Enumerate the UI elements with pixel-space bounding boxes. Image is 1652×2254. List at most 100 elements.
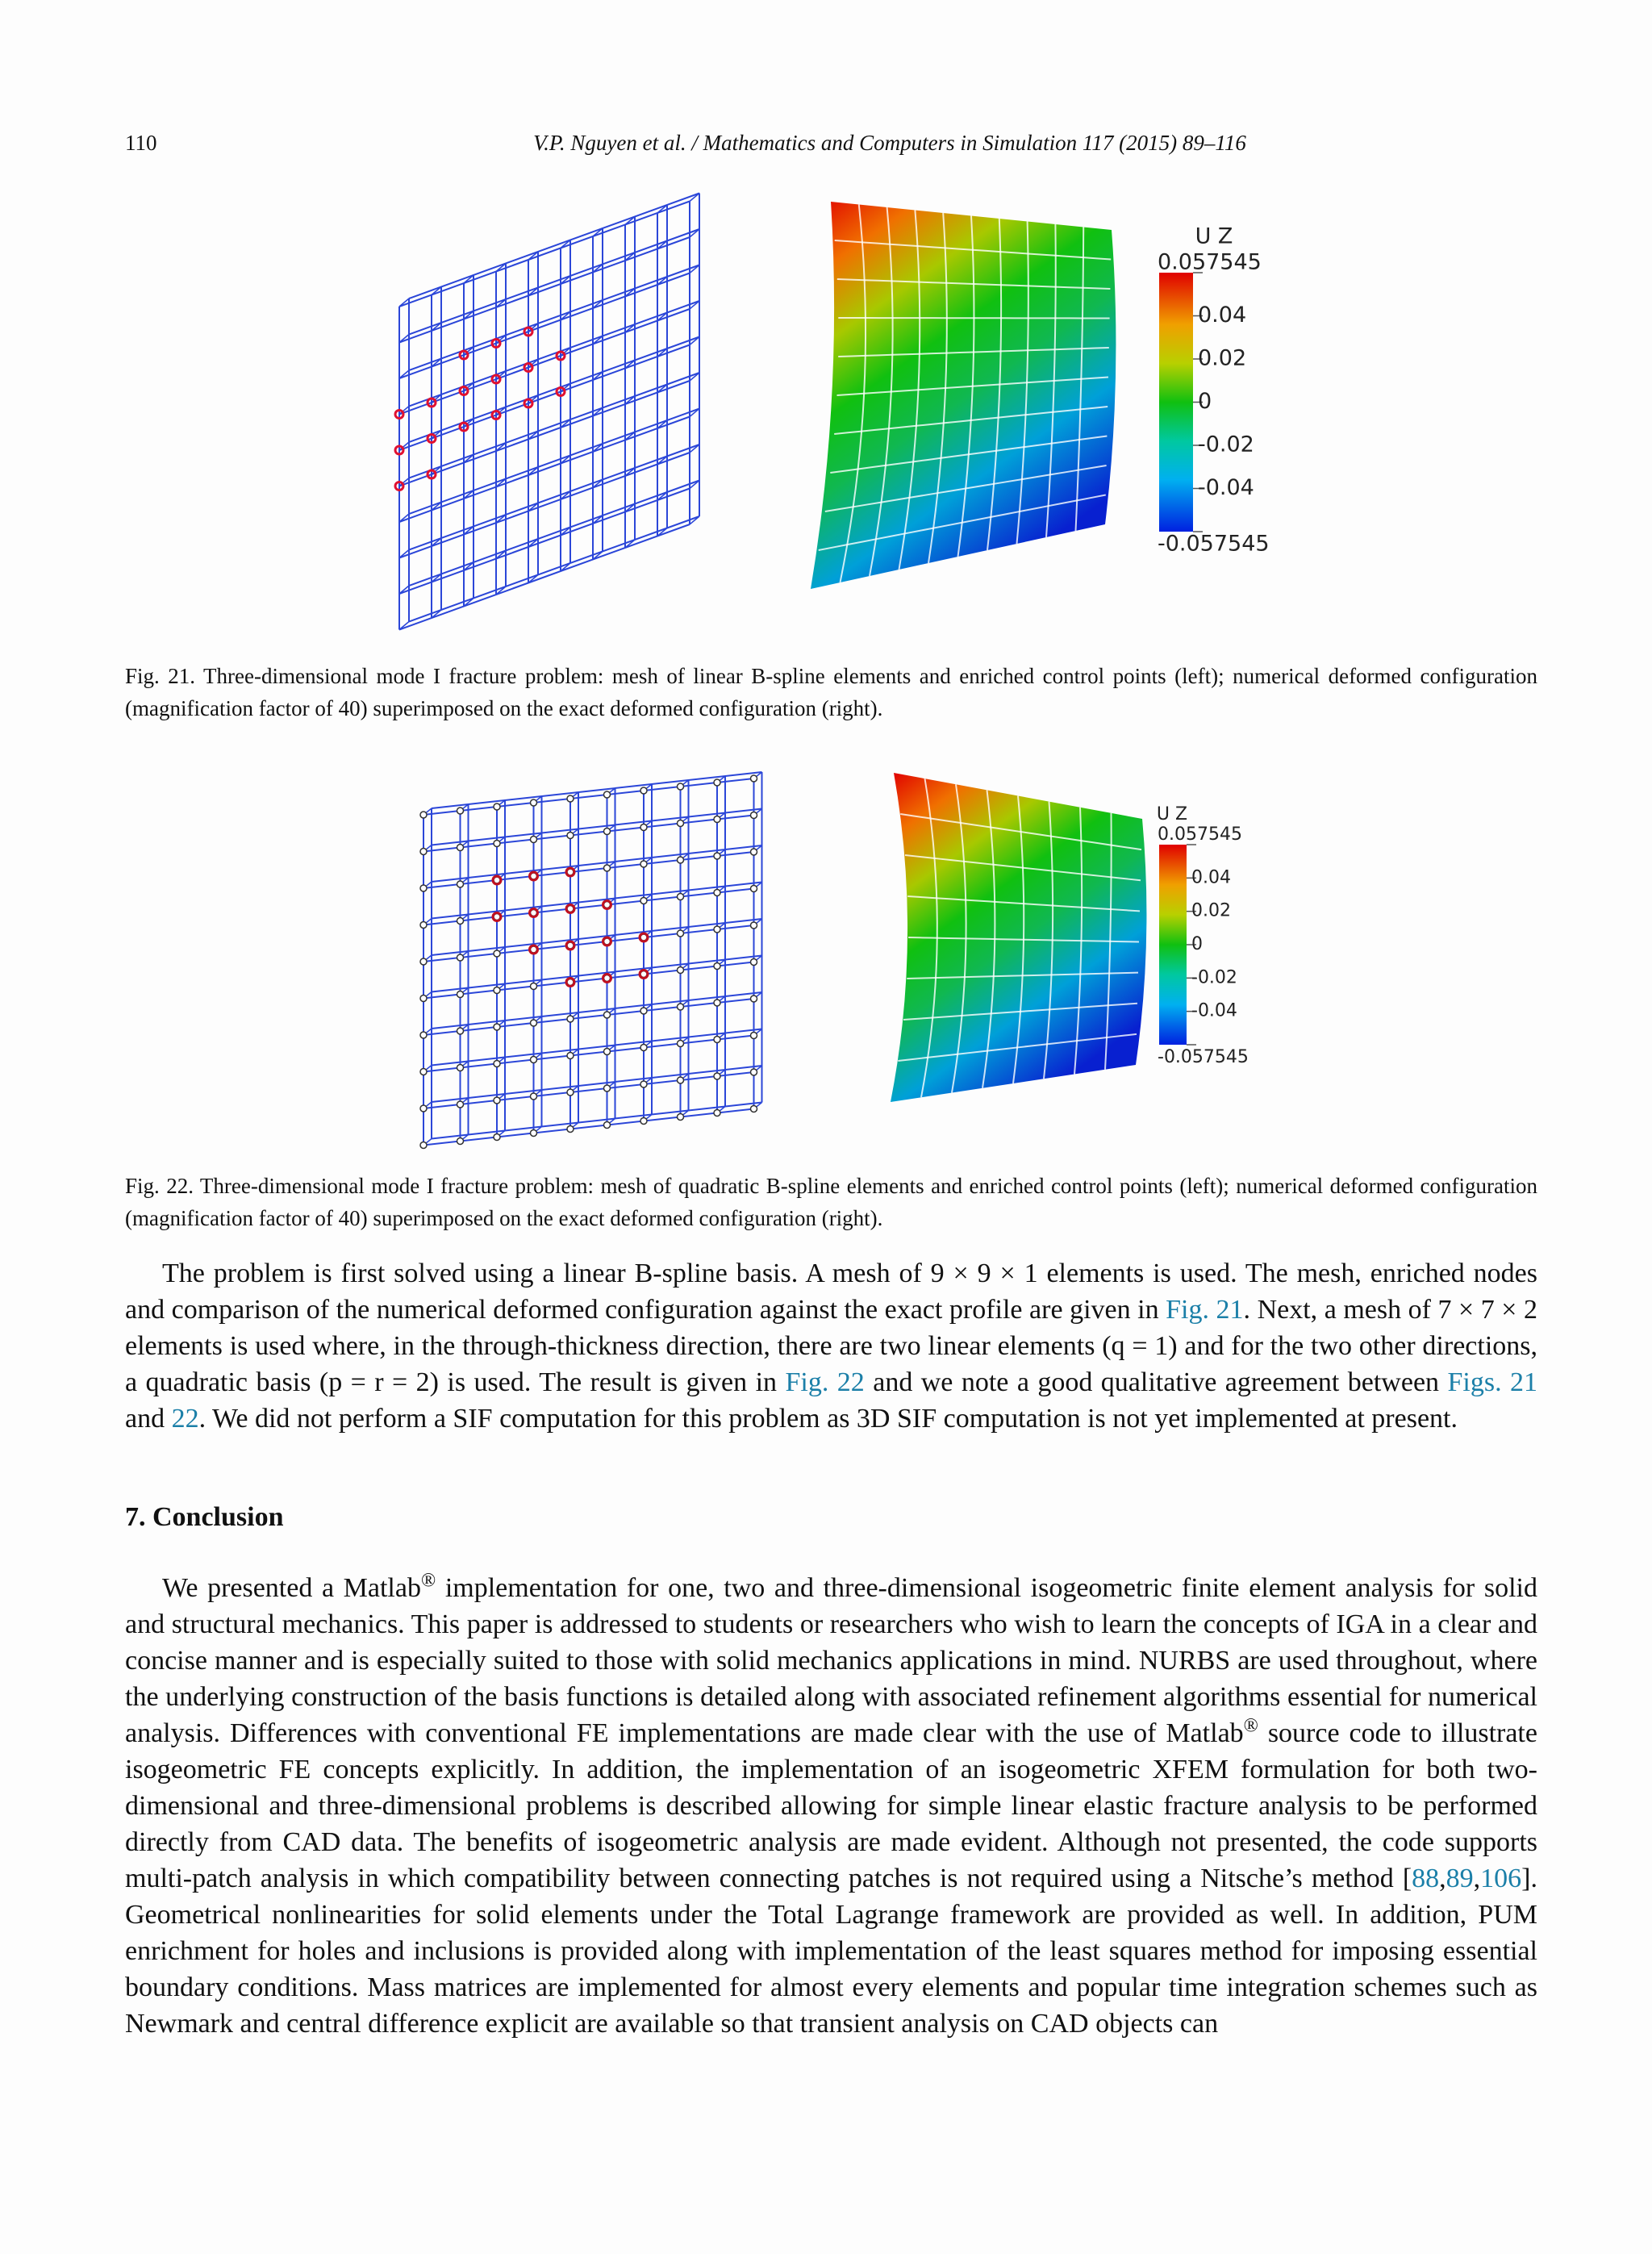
text-run[interactable]: ]. Geometrical nonlinearities for solid … <box>125 1864 1537 2039</box>
mesh-line <box>408 479 700 586</box>
enriched-point <box>426 433 437 444</box>
control-point <box>640 823 648 832</box>
mesh-line <box>398 200 690 307</box>
mesh-line <box>624 503 636 513</box>
text-run[interactable]: and <box>125 1404 172 1434</box>
control-point <box>749 884 758 893</box>
reference-link[interactable]: Fig. 22 <box>785 1367 865 1397</box>
mesh-line <box>657 311 668 322</box>
mesh-line <box>398 236 690 344</box>
colorbar-label: -0.04 <box>1191 1001 1237 1021</box>
reference-link[interactable]: 88 <box>1412 1864 1440 1893</box>
colorbar-label: -0.04 <box>1198 475 1254 500</box>
page-number: 110 <box>125 131 157 155</box>
control-point <box>419 811 428 819</box>
enriched-point <box>528 870 539 882</box>
mesh-line <box>423 961 754 1000</box>
control-point <box>676 1112 685 1121</box>
control-point <box>456 1063 465 1072</box>
mesh-line <box>408 264 700 371</box>
control-point <box>493 950 501 958</box>
mesh-line <box>657 527 668 537</box>
colorbar <box>1159 273 1193 532</box>
mesh-line <box>463 561 474 571</box>
mesh-line <box>431 845 762 883</box>
control-point <box>493 1059 501 1068</box>
mesh-line <box>689 264 700 274</box>
mesh-line <box>398 272 690 379</box>
mesh-line <box>689 372 700 382</box>
deformed-grid <box>824 465 1107 512</box>
control-point <box>603 791 611 799</box>
reference-link[interactable]: Figs. 21 <box>1447 1367 1538 1397</box>
mesh-line <box>495 334 507 344</box>
text-run[interactable]: and we note a good qualitative agreement… <box>864 1367 1448 1397</box>
colorbar-label: 0 <box>1198 389 1212 414</box>
mesh-line <box>528 538 539 548</box>
text-run[interactable]: . Next, a mesh of 7 × 7 × 2 elements is … <box>125 1295 1537 1397</box>
colorbar <box>1159 845 1187 1045</box>
control-point <box>493 839 501 848</box>
deformed-grid <box>1045 223 1057 538</box>
reference-link[interactable]: Fig. 21 <box>1166 1295 1244 1325</box>
mesh-line <box>431 1101 762 1140</box>
mesh-line <box>398 298 410 307</box>
colorbar-title: U Z <box>1157 804 1187 824</box>
deformed-grid <box>836 376 1109 396</box>
control-point <box>419 1104 428 1112</box>
running-title: V.P. Nguyen et al. / Mathematics and Com… <box>533 131 1246 155</box>
enriched-point <box>528 944 539 955</box>
mesh-line <box>560 419 571 428</box>
mesh-line <box>398 513 410 523</box>
colorbar-label: 0.057545 <box>1158 250 1262 275</box>
reference-link[interactable]: 22 <box>171 1404 199 1434</box>
mesh-line <box>689 479 700 490</box>
mesh-line <box>463 597 474 607</box>
mesh-line <box>624 467 636 477</box>
mesh-line <box>463 382 474 392</box>
mesh-line <box>463 418 474 428</box>
mesh-line <box>528 323 539 332</box>
enriched-point <box>426 469 437 480</box>
enriched-point <box>458 421 469 432</box>
control-point <box>640 860 648 868</box>
enriched-point <box>638 969 649 979</box>
control-point <box>566 1051 574 1060</box>
text-run[interactable]: We presented a Matlab <box>162 1573 421 1603</box>
mesh-line <box>463 346 474 356</box>
control-point <box>529 1092 538 1100</box>
mesh-line <box>408 192 700 299</box>
mesh-line <box>431 573 442 583</box>
mesh-line <box>495 514 507 524</box>
text-run[interactable]: The problem is first solved using a line… <box>125 1258 1537 1325</box>
mesh-line <box>398 369 410 379</box>
deformed-grid <box>834 406 1108 435</box>
text-run[interactable]: . We did not perform a SIF computation f… <box>198 1404 1458 1434</box>
control-point <box>676 892 685 901</box>
mesh-line <box>592 227 603 237</box>
control-point <box>529 1129 538 1137</box>
control-point <box>713 999 721 1007</box>
control-point <box>493 986 501 995</box>
control-point <box>640 1043 648 1052</box>
reference-link[interactable]: 89 <box>1446 1864 1474 1893</box>
text-run[interactable]: , <box>1439 1864 1446 1893</box>
colorbar-label: 0.04 <box>1191 867 1231 887</box>
control-point <box>566 831 574 840</box>
mesh-line <box>431 429 442 440</box>
text-run[interactable]: source code to illustrate isogeometric F… <box>125 1718 1537 1893</box>
text-run[interactable]: , <box>1473 1864 1481 1893</box>
enriched-point <box>490 410 502 420</box>
mesh-line <box>624 215 636 226</box>
reference-link[interactable]: 106 <box>1480 1864 1522 1893</box>
control-point <box>603 1011 611 1019</box>
enriched-point <box>565 866 576 878</box>
text-run[interactable]: implementation for one, two and three-di… <box>125 1573 1537 1748</box>
enriched-point <box>523 362 534 373</box>
mesh-line <box>592 407 603 417</box>
mesh-line <box>431 808 762 846</box>
mesh-line <box>408 515 700 623</box>
mesh-line <box>528 430 539 440</box>
mesh-line <box>431 286 442 296</box>
enriched-point <box>491 874 503 886</box>
